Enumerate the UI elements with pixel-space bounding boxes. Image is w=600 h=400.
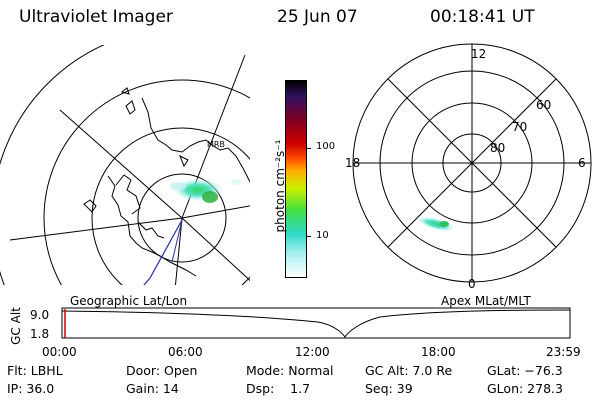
mlt-label-12: 12 — [471, 47, 486, 61]
glat-value: GLat: −76.3 — [487, 363, 563, 378]
gain-value: Gain: 14 — [126, 381, 179, 396]
timeline-ylabel: GC Alt — [9, 307, 23, 345]
door-value: Door: Open — [126, 363, 198, 378]
lat-label-70: 70 — [512, 120, 527, 134]
instrument-title: Ultraviolet Imager — [19, 7, 173, 27]
mlt-label-18: 18 — [345, 156, 360, 170]
geographic-map: MRB — [0, 45, 250, 285]
timeline-ytick-1-8: 1.8 — [30, 327, 50, 341]
date-label: 25 Jun 07 — [277, 7, 358, 27]
mode-value: Mode: Normal — [246, 363, 334, 378]
ip-value: IP: 36.0 — [7, 381, 55, 396]
lat-label-60: 60 — [536, 98, 551, 112]
colorbar — [285, 80, 307, 278]
mlt-label-6: 6 — [578, 156, 586, 170]
dsp-value: Dsp: 1.7 — [246, 381, 311, 396]
coast-label: MRB — [207, 140, 225, 149]
glon-value: GLon: 278.3 — [487, 381, 563, 396]
time-label: 00:18:41 UT — [430, 7, 535, 27]
timeline-xtick-0000: 00:00 — [42, 345, 77, 359]
timeline-plot — [61, 307, 571, 339]
timeline-xtick-0600: 06:00 — [168, 345, 203, 359]
geo-map-label: Geographic Lat/Lon — [70, 294, 188, 308]
colorbar-tick-10: 10 — [316, 230, 329, 241]
timeline-ytick-9: 9.0 — [30, 308, 50, 322]
gc-alt-value: GC Alt: 7.0 Re — [365, 363, 453, 378]
filter-value: Flt: LBHL — [7, 363, 63, 378]
colorbar-tick-100: 100 — [316, 141, 336, 152]
lat-label-80: 80 — [490, 141, 505, 155]
seq-value: Seq: 39 — [365, 381, 413, 396]
mlt-label-0: 0 — [468, 277, 476, 290]
timeline-xtick-1800: 18:00 — [421, 345, 456, 359]
timeline-xtick-1200: 12:00 — [295, 345, 330, 359]
polar-plot: 12 18 6 0 60 70 80 — [345, 43, 592, 290]
timeline-xtick-2359: 23:59 — [546, 345, 581, 359]
polar-plot-label: Apex MLat/MLT — [441, 294, 531, 308]
colorbar-label: photon cm⁻²s⁻¹ — [273, 139, 287, 233]
